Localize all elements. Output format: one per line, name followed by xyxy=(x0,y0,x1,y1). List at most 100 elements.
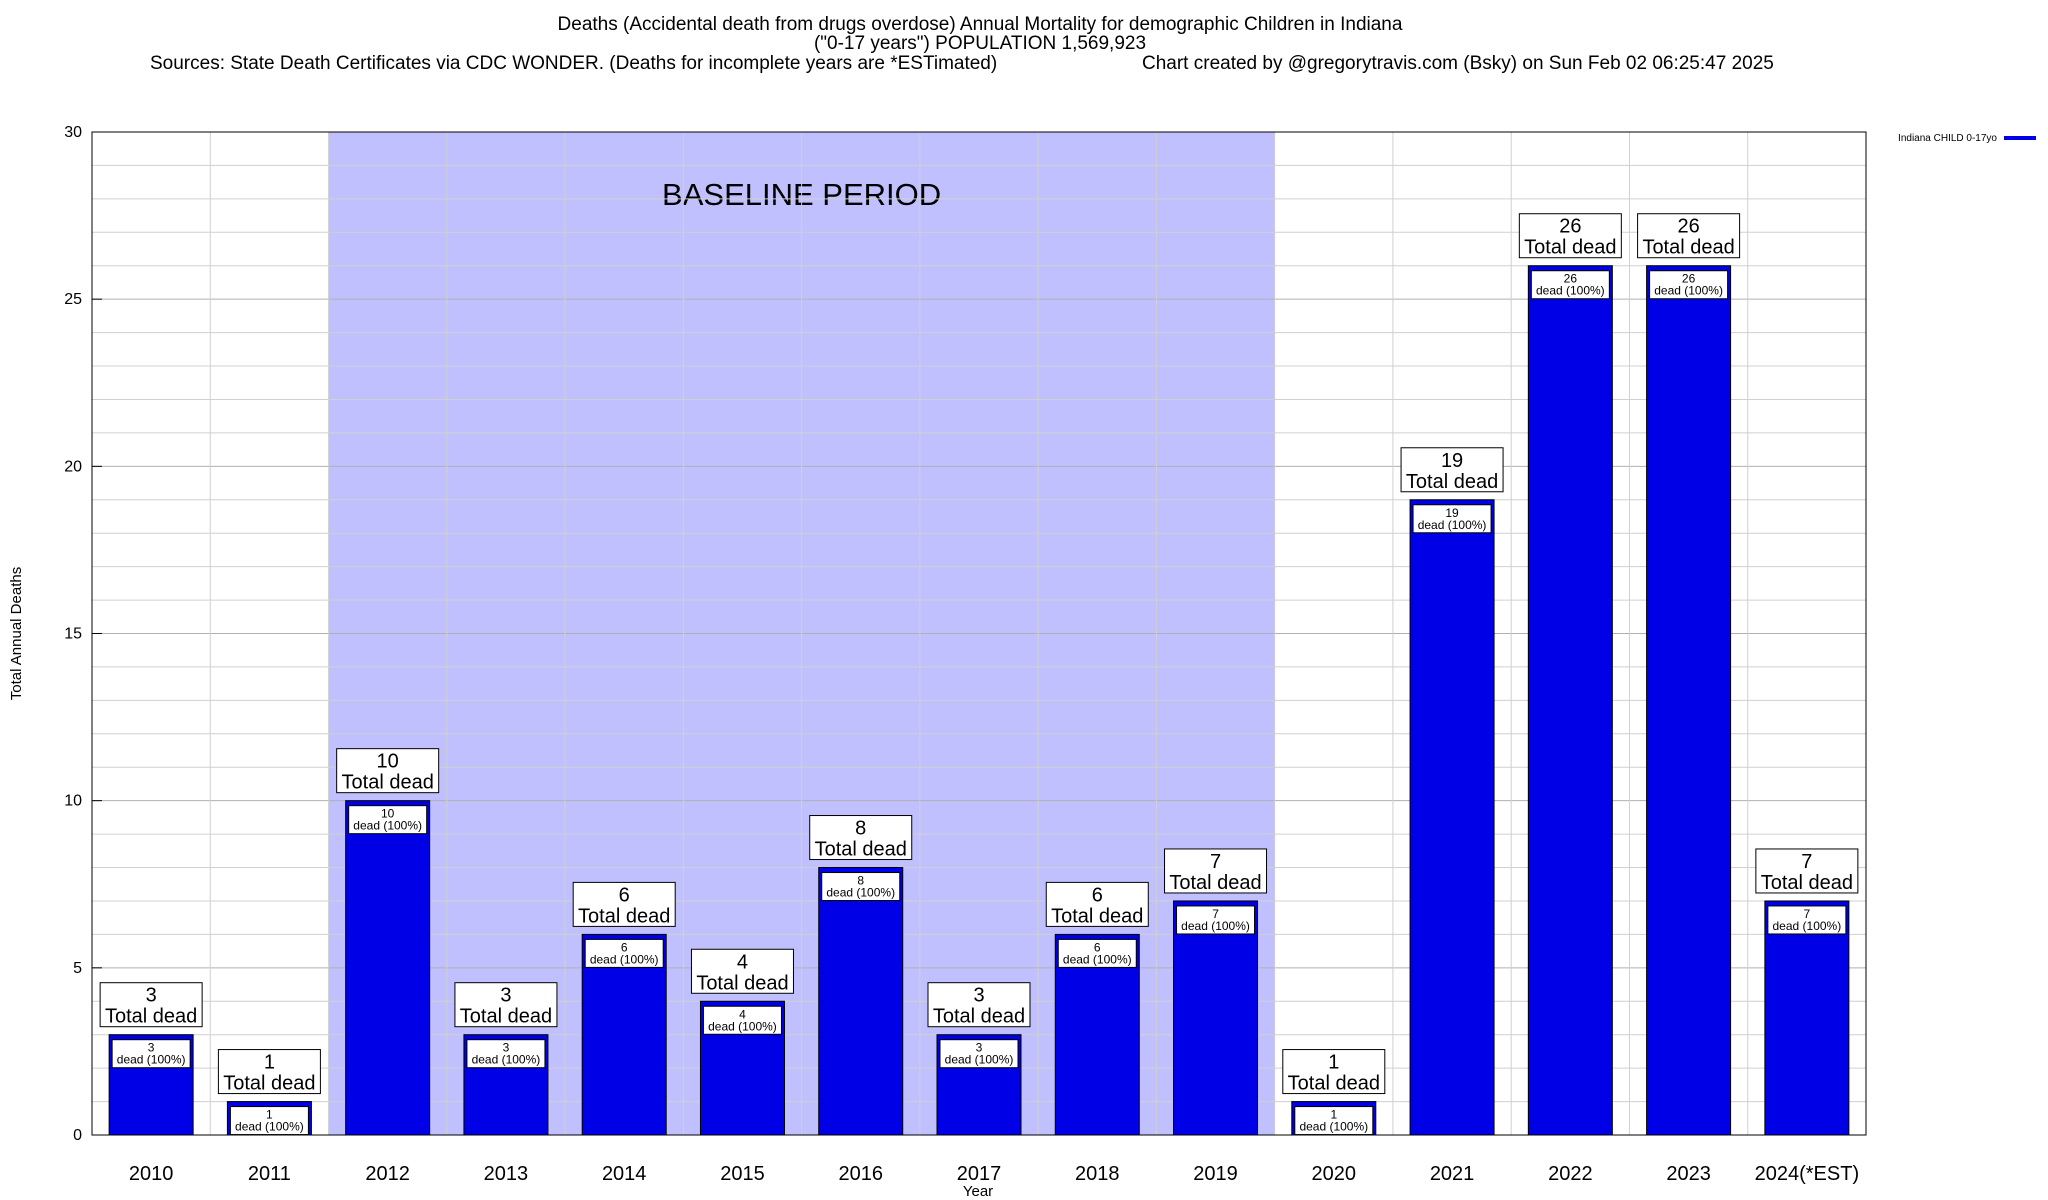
bar-total-value: 3 xyxy=(973,985,984,1007)
bar-total-label-box xyxy=(454,982,558,1028)
bar xyxy=(1173,900,1259,1136)
bar-total-label: Total dead xyxy=(1051,905,1143,927)
bar-total-label: Total dead xyxy=(815,839,907,861)
bar-inner-label: dead (100%) xyxy=(1063,952,1132,966)
bar-total-label: Total dead xyxy=(1642,237,1734,259)
y-tick-label: 5 xyxy=(73,960,82,977)
chart-credit: Chart created by @gregorytravis.com (Bsk… xyxy=(1142,53,1774,74)
bar-inner-label: dead (100%) xyxy=(1181,919,1250,933)
bar-inner-label: dead (100%) xyxy=(826,886,895,900)
bar-inner-value: 26 xyxy=(1682,272,1696,286)
bar-inner-value: 3 xyxy=(503,1041,510,1055)
bar-total-label: Total dead xyxy=(1288,1073,1380,1095)
bar-total-value: 7 xyxy=(1801,851,1812,873)
bar xyxy=(1527,265,1613,1136)
x-tick-label: 2017 xyxy=(957,1163,1002,1185)
bar-total-value: 1 xyxy=(1328,1052,1339,1074)
x-tick-label: 2016 xyxy=(838,1163,883,1185)
bar-total-value: 3 xyxy=(146,985,157,1007)
bar-total-label-box xyxy=(1164,848,1268,894)
bar-inner-label-box xyxy=(1649,270,1729,300)
bar-total-label-box xyxy=(1518,213,1622,259)
bar-inner-value: 7 xyxy=(1212,907,1219,921)
bar-total-value: 3 xyxy=(500,985,511,1007)
x-tick-label: 2011 xyxy=(248,1163,291,1185)
bar-inner-label-box xyxy=(584,938,664,968)
bar xyxy=(1764,900,1850,1136)
x-tick-label: 2021 xyxy=(1430,1163,1475,1185)
bar-inner-value: 6 xyxy=(1094,940,1101,954)
chart-subtitle: ("0-17 years") POPULATION 1,569,923 xyxy=(813,33,1147,54)
bar-inner-value: 19 xyxy=(1445,506,1459,520)
x-tick-label: 2019 xyxy=(1193,1163,1238,1185)
y-tick-label: 20 xyxy=(64,458,82,475)
bar-inner-label-box xyxy=(702,1005,782,1035)
bar-total-label-box xyxy=(1045,881,1149,927)
y-tick-label: 15 xyxy=(64,626,82,643)
legend-label: Indiana CHILD 0-17yo xyxy=(1898,133,1997,144)
y-tick-label: 10 xyxy=(64,793,82,810)
bar-total-label-box xyxy=(1637,213,1741,259)
bar xyxy=(1646,265,1732,1136)
x-tick-label: 2012 xyxy=(365,1163,410,1185)
bar-total-value: 6 xyxy=(1092,884,1103,906)
bar-total-value: 26 xyxy=(1677,216,1699,238)
bar xyxy=(345,800,431,1136)
bar-inner-label: dead (100%) xyxy=(117,1053,186,1067)
bar-inner-label-box xyxy=(1294,1106,1374,1136)
bar-inner-value: 7 xyxy=(1804,907,1811,921)
bar xyxy=(818,867,904,1136)
bar-inner-value: 26 xyxy=(1564,272,1578,286)
bar-inner-value: 1 xyxy=(1330,1108,1337,1122)
bar-total-label-box xyxy=(336,748,440,794)
legend-swatch xyxy=(2004,136,2036,140)
bar-total-label-box xyxy=(1400,447,1504,493)
bar-total-value: 4 xyxy=(737,951,748,973)
bar-inner-value: 3 xyxy=(976,1041,983,1055)
bar-inner-label: dead (100%) xyxy=(353,819,422,833)
bar-inner-value: 4 xyxy=(739,1007,746,1021)
bar-inner-value: 8 xyxy=(857,874,864,888)
y-tick-label: 30 xyxy=(64,124,82,141)
bar-inner-label: dead (100%) xyxy=(1536,284,1605,298)
bar-total-label-box xyxy=(1282,1049,1386,1095)
bar-total-value: 19 xyxy=(1441,450,1463,472)
bar-inner-label-box xyxy=(466,1039,546,1069)
x-axis-label: Year xyxy=(963,1183,993,1200)
bar-total-label: Total dead xyxy=(933,1006,1025,1028)
x-tick-label: 2014 xyxy=(602,1163,647,1185)
chart-title: Deaths (Accidental death from drugs over… xyxy=(557,14,1403,35)
x-tick-label: 2015 xyxy=(720,1163,765,1185)
bar-inner-label-box xyxy=(229,1106,309,1136)
bar-total-label-box xyxy=(809,815,913,861)
bar-total-label: Total dead xyxy=(223,1073,315,1095)
bar-inner-label-box xyxy=(939,1039,1019,1069)
bar-total-label: Total dead xyxy=(1524,237,1616,259)
bar-total-label-box xyxy=(690,948,794,994)
x-tick-label: 2024(*EST) xyxy=(1755,1163,1860,1185)
bar-inner-label-box xyxy=(821,872,901,902)
bar-inner-label: dead (100%) xyxy=(945,1053,1014,1067)
x-tick-label: 2010 xyxy=(129,1163,174,1185)
bar-total-label-box xyxy=(217,1049,321,1095)
bar-inner-label: dead (100%) xyxy=(1418,518,1487,532)
x-tick-label: 2022 xyxy=(1548,1163,1593,1185)
bar-inner-label: dead (100%) xyxy=(1773,919,1842,933)
bar-inner-label-box xyxy=(111,1039,191,1069)
bar-total-label: Total dead xyxy=(1406,471,1498,493)
bar-total-value: 10 xyxy=(377,751,399,773)
bar xyxy=(1409,499,1495,1136)
bar-total-label: Total dead xyxy=(1169,872,1261,894)
bar-inner-label-box xyxy=(1530,270,1610,300)
bar-total-label: Total dead xyxy=(578,905,670,927)
bar-total-value: 8 xyxy=(855,818,866,840)
bar-total-label-box xyxy=(1755,848,1859,894)
bar-total-value: 7 xyxy=(1210,851,1221,873)
y-axis-label: Total Annual Deaths xyxy=(8,567,25,700)
x-tick-label: 2023 xyxy=(1666,1163,1711,1185)
bar-inner-label-box xyxy=(348,805,428,835)
bar-total-label-box xyxy=(99,982,203,1028)
bar-total-value: 26 xyxy=(1559,216,1581,238)
bar-inner-value: 10 xyxy=(381,807,395,821)
